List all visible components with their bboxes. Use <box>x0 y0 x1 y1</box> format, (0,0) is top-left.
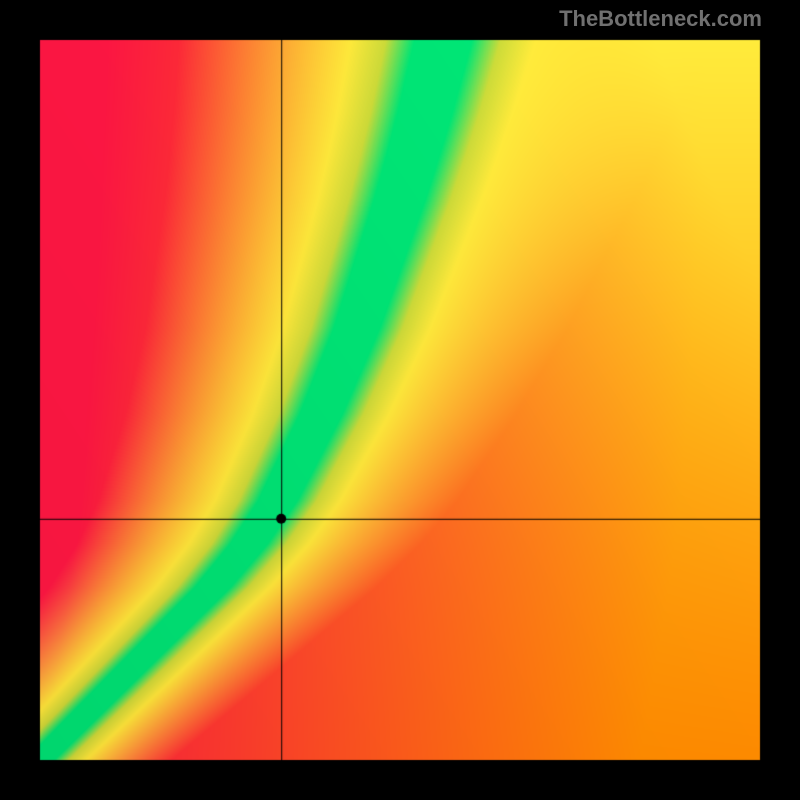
watermark-text: TheBottleneck.com <box>559 6 762 32</box>
chart-container: TheBottleneck.com <box>0 0 800 800</box>
bottleneck-heatmap <box>0 0 800 800</box>
